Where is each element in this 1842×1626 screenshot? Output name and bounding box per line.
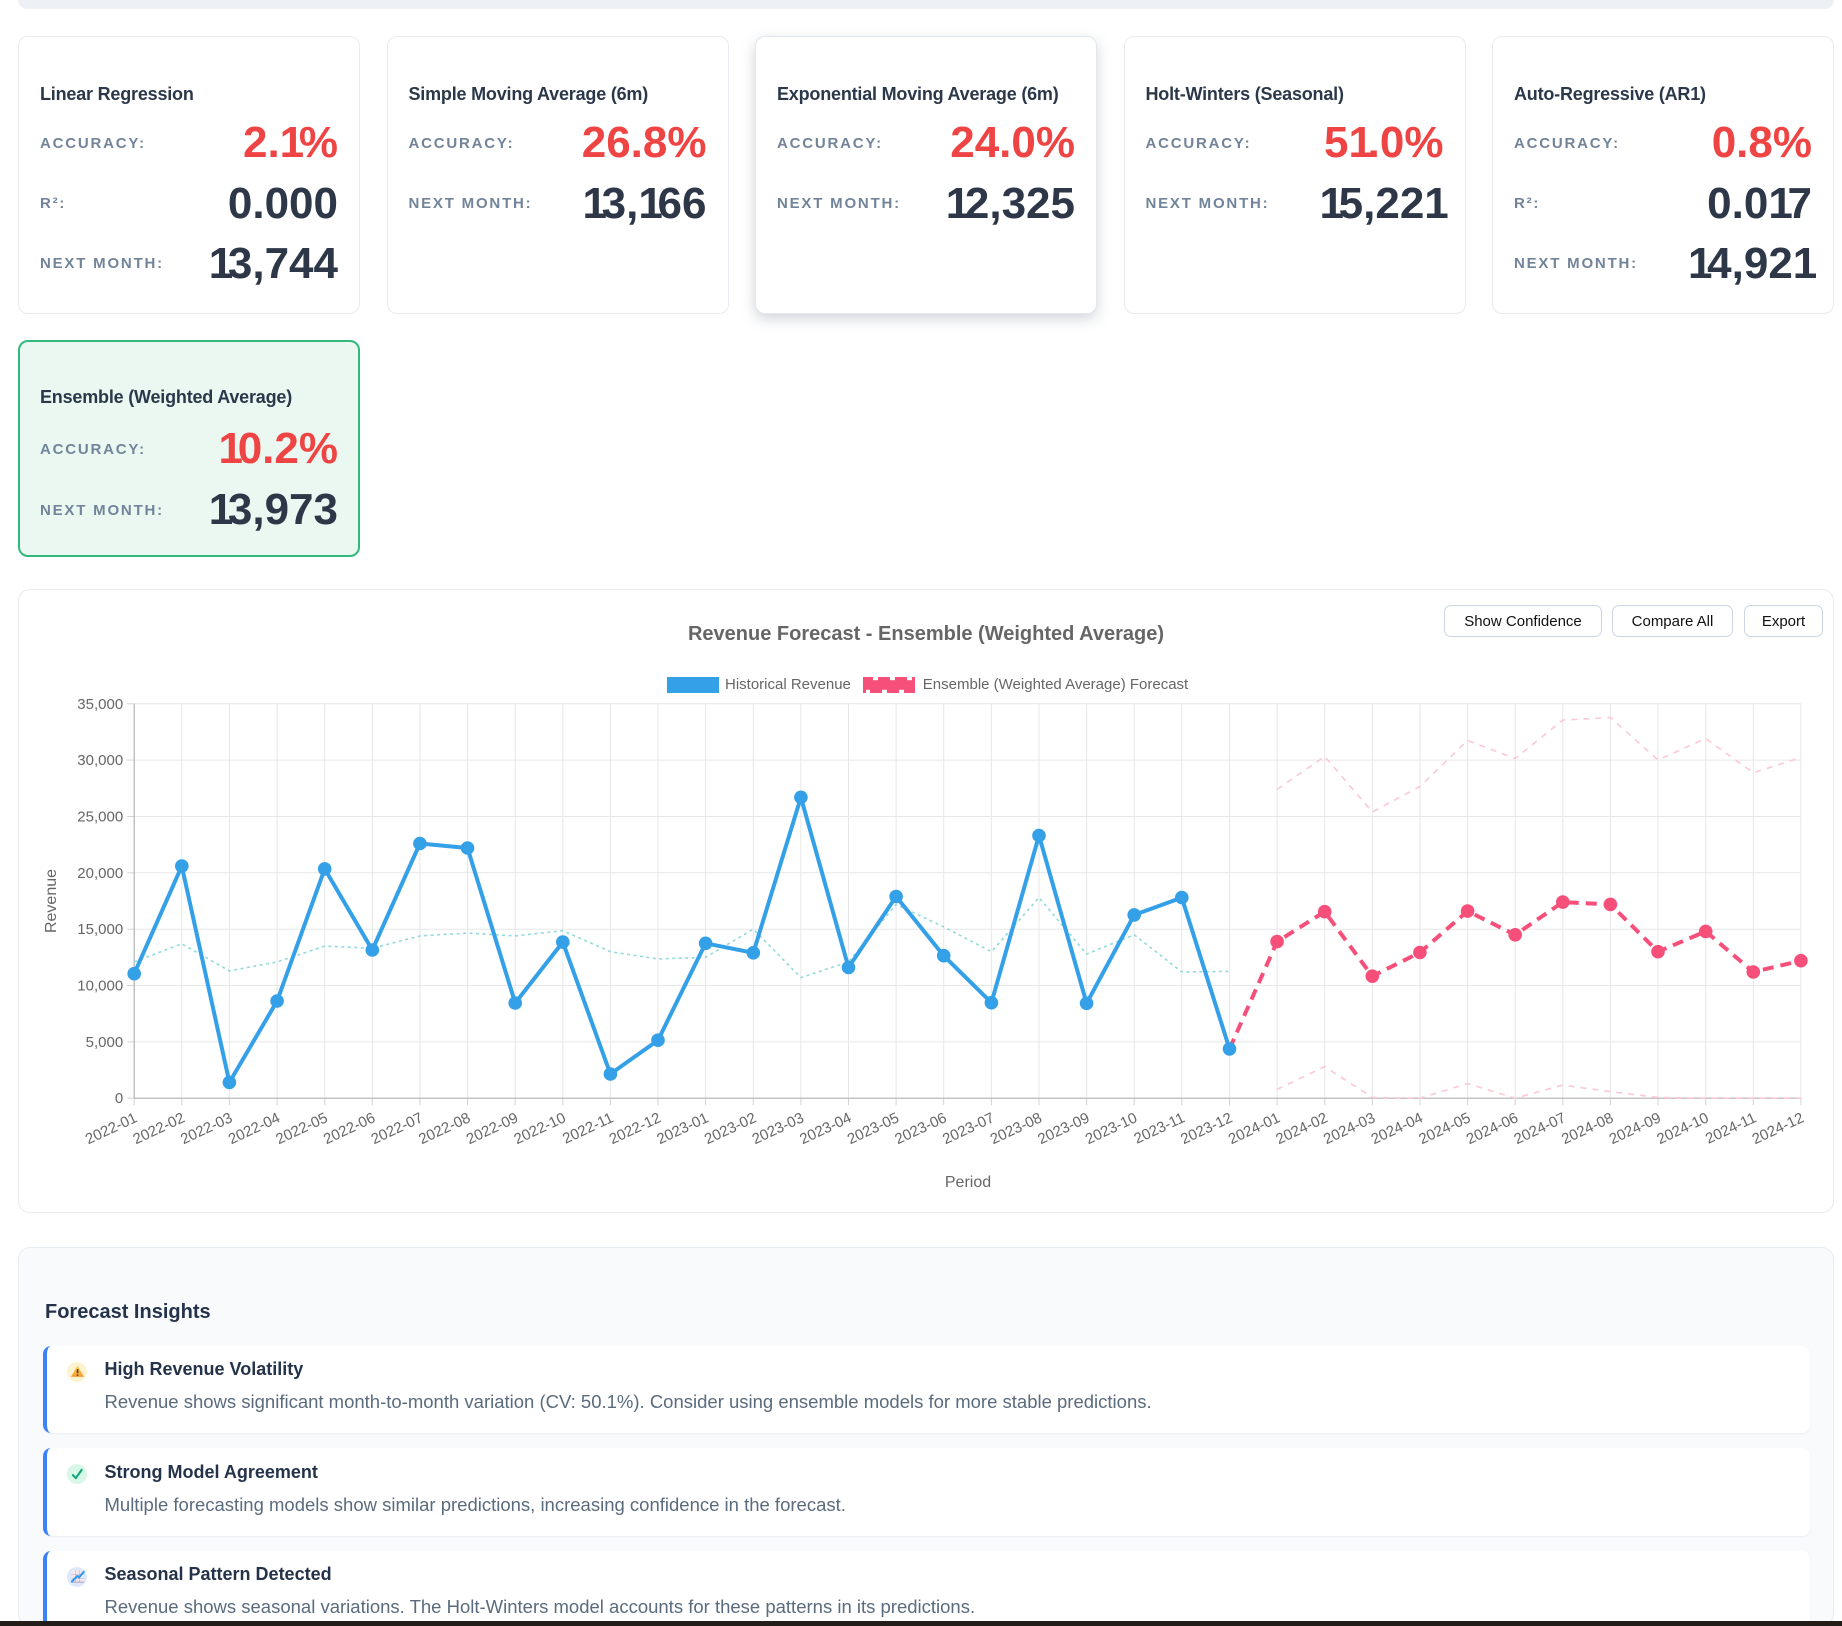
svg-text:2024-03: 2024-03	[1321, 1109, 1378, 1148]
svg-text:2023-07: 2023-07	[940, 1109, 997, 1148]
svg-text:2024-11: 2024-11	[1703, 1109, 1759, 1147]
svg-text:2023-03: 2023-03	[750, 1109, 807, 1148]
svg-text:25,000: 25,000	[77, 809, 123, 826]
svg-text:2024-12: 2024-12	[1750, 1109, 1807, 1148]
svg-text:2024-09: 2024-09	[1607, 1109, 1664, 1148]
svg-text:2023-12: 2023-12	[1178, 1109, 1235, 1148]
svg-text:2024-01: 2024-01	[1226, 1109, 1283, 1148]
svg-text:2023-01: 2023-01	[654, 1109, 711, 1148]
svg-text:2023-06: 2023-06	[892, 1109, 949, 1148]
svg-text:2023-04: 2023-04	[797, 1109, 854, 1148]
svg-text:2022-02: 2022-02	[130, 1109, 187, 1148]
svg-text:2022-06: 2022-06	[321, 1109, 378, 1148]
svg-text:15,000: 15,000	[77, 921, 123, 938]
svg-text:10,000: 10,000	[77, 978, 123, 995]
svg-text:2022-03: 2022-03	[178, 1109, 235, 1148]
svg-text:2024-07: 2024-07	[1511, 1109, 1568, 1148]
svg-text:2024-06: 2024-06	[1464, 1109, 1521, 1148]
svg-text:2022-11: 2022-11	[560, 1109, 616, 1147]
svg-text:0: 0	[115, 1090, 123, 1107]
svg-text:2023-05: 2023-05	[845, 1109, 902, 1148]
svg-text:2023-09: 2023-09	[1035, 1109, 1092, 1148]
svg-text:2024-10: 2024-10	[1654, 1109, 1711, 1148]
svg-text:2022-07: 2022-07	[369, 1109, 426, 1148]
svg-text:2022-04: 2022-04	[226, 1109, 283, 1148]
svg-text:20,000: 20,000	[77, 865, 123, 882]
svg-text:2024-05: 2024-05	[1416, 1109, 1473, 1148]
svg-text:2023-10: 2023-10	[1083, 1109, 1140, 1148]
svg-text:2023-02: 2023-02	[702, 1109, 759, 1148]
svg-text:30,000: 30,000	[77, 752, 123, 769]
svg-text:2024-04: 2024-04	[1369, 1109, 1426, 1148]
svg-text:Revenue: Revenue	[43, 869, 60, 933]
svg-text:2024-08: 2024-08	[1559, 1109, 1616, 1148]
svg-text:2022-01: 2022-01	[83, 1109, 140, 1148]
svg-text:2022-08: 2022-08	[416, 1109, 473, 1148]
svg-text:2024-02: 2024-02	[1273, 1109, 1330, 1148]
svg-text:2023-11: 2023-11	[1131, 1109, 1187, 1147]
svg-text:5,000: 5,000	[86, 1034, 124, 1051]
svg-text:2022-12: 2022-12	[607, 1109, 664, 1148]
svg-text:2023-08: 2023-08	[988, 1109, 1045, 1148]
svg-text:35,000: 35,000	[77, 696, 123, 713]
svg-text:2022-05: 2022-05	[273, 1109, 330, 1148]
svg-text:2022-09: 2022-09	[464, 1109, 521, 1148]
svg-text:Period: Period	[945, 1174, 991, 1191]
svg-text:2022-10: 2022-10	[511, 1109, 568, 1148]
